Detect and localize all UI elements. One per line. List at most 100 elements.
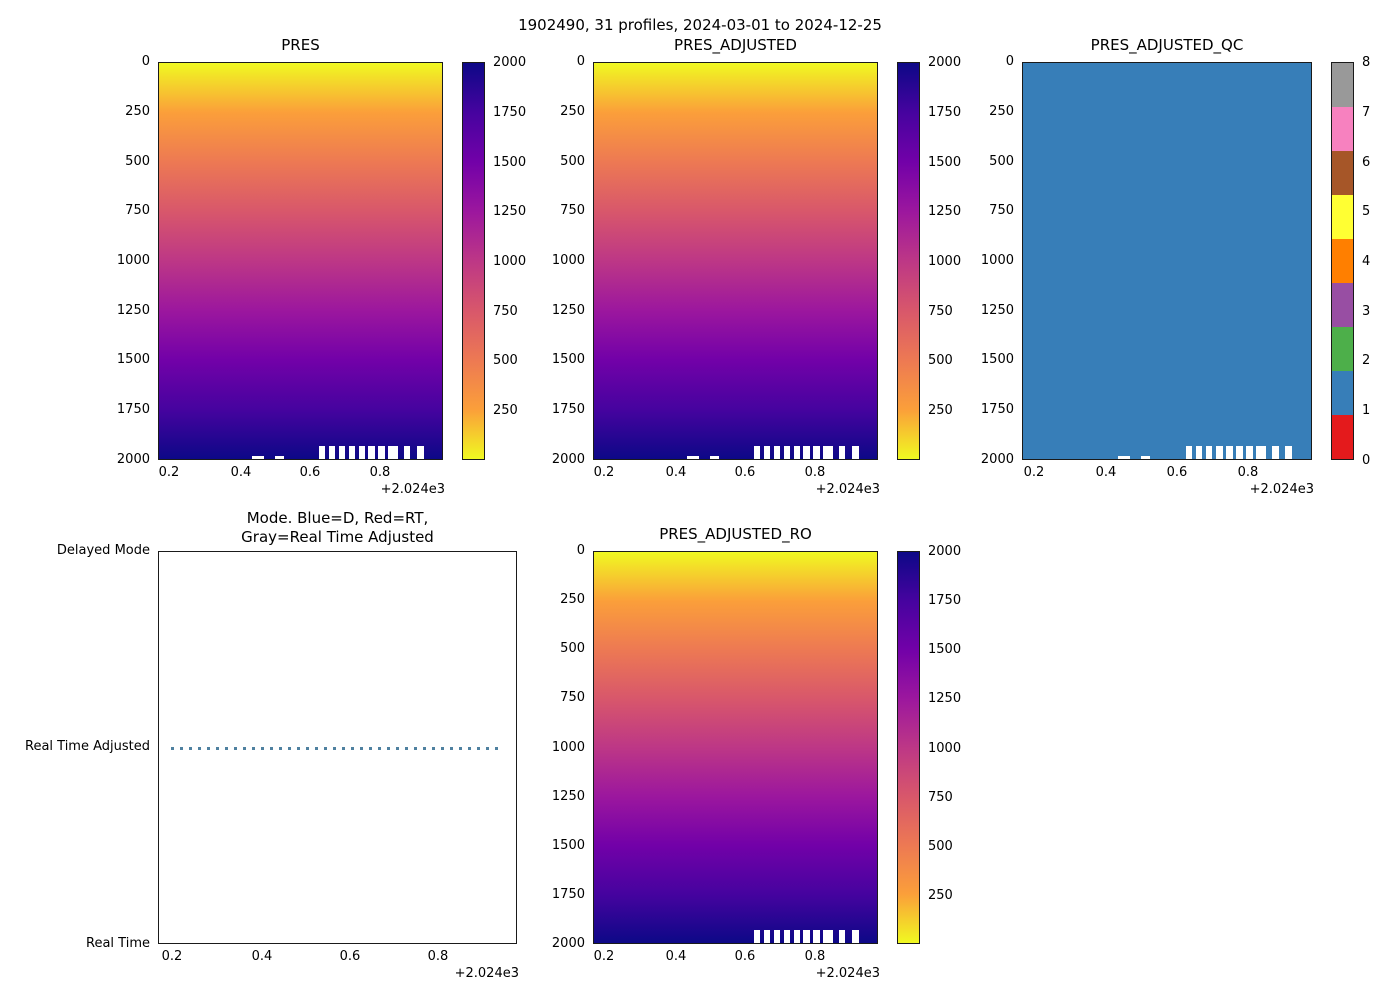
colorbar-tick-label: 500 [493,353,518,368]
colorbar-tick-label: 250 [928,403,953,418]
colorbar-tick-label: 0 [1362,453,1371,468]
qc-colorbar-segment-7 [1332,106,1353,151]
qc-colorbar-segment-5 [1332,194,1353,239]
x-offset-label: +2.024e3 [1249,482,1314,497]
missing-data-notch [783,930,791,943]
colorbar-tick-label: 1250 [493,204,527,219]
y-tick-label: 1000 [980,253,1014,268]
x-tick-label: 0.8 [1237,465,1259,480]
missing-data-notch [823,446,834,459]
pres-adjusted-colorbar: 2000 1750 1500 1250 1000 750 500 250 [897,55,961,460]
x-tick-label: 0.2 [593,465,615,480]
y-tick-label: 500 [560,641,585,656]
mode-plot-area [158,551,517,944]
colorbar-tick-label: 1000 [928,741,962,756]
x-tick-label: 0.6 [339,949,361,964]
colorbar-tick-label: 1 [1362,403,1371,418]
y-tick-label: 750 [989,203,1014,218]
missing-data-notch [763,446,771,459]
colorbar-tick-label: 5 [1362,204,1371,219]
missing-data-notch [1236,446,1243,459]
colorbar-tick-label: 750 [928,304,953,319]
qc-colorbar-segment-8 [1332,63,1353,107]
x-offset-label: +2.024e3 [380,482,445,497]
y-tick-label: 1750 [116,402,150,417]
colorbar-tick-label: 3 [1362,304,1371,319]
x-tick-label: 0.6 [1166,465,1188,480]
x-tick-label: 0.8 [804,465,826,480]
missing-data-notch [1141,456,1150,459]
x-tick-label: 0.4 [230,465,252,480]
qc-colorbar-segment-4 [1332,238,1353,283]
colorbar-tick-label: 2 [1362,353,1371,368]
panel-pres-adjusted-qc-title: PRES_ADJUSTED_QC [1090,36,1244,54]
y-tick-label: 250 [560,104,585,119]
missing-data-notch [687,456,699,459]
missing-data-notch [753,446,761,459]
colorbar-tick-label: 4 [1362,254,1371,269]
y-tick-label: 250 [989,104,1014,119]
x-tick-label: 0.8 [369,465,391,480]
y-tick-label: 1250 [116,303,150,318]
missing-data-notch [753,930,761,943]
qc-colorbar: 8 7 6 5 4 3 2 1 0 [1331,55,1370,468]
missing-data-notch [318,446,326,459]
missing-data-notch [388,446,399,459]
y-tick-label: 2000 [551,936,585,951]
colorbar-tick-label: 2000 [928,544,962,559]
panel-pres-adjusted: PRES_ADJUSTED 0 250 500 750 1000 1250 15… [552,36,880,497]
pres-colorbar: 2000 1750 1500 1250 1000 750 500 250 [462,55,526,460]
colorbar-tick-label: 2000 [928,55,962,70]
missing-data-notch [1285,446,1293,459]
missing-data-notch [275,456,284,459]
y-tick-label: 0 [141,54,150,69]
x-tick-label: 0.4 [665,465,687,480]
missing-data-notch [1226,446,1233,459]
y-tick-label: 250 [125,104,150,119]
y-tick-label: 500 [989,154,1014,169]
colorbar-tick-label: 500 [928,353,953,368]
y-category-label: Real Time Adjusted [25,739,150,754]
pres-adjusted-ro-colorbar: 2000 1750 1500 1250 1000 750 500 250 [897,544,961,944]
y-tick-label: 1750 [980,402,1014,417]
panel-pres-adjusted-ro: PRES_ADJUSTED_RO 0 250 500 750 1000 1250… [552,525,880,981]
x-tick-label: 0.6 [734,465,756,480]
colorbar-tick-label: 1750 [928,593,962,608]
y-tick-label: 1000 [551,740,585,755]
colorbar-tick-label: 1000 [493,254,527,269]
missing-data-notch [803,446,810,459]
pres-heatmap [158,62,443,460]
x-tick-label: 0.8 [804,949,826,964]
y-tick-label: 2000 [551,452,585,467]
colorbar-tick-label: 1750 [928,105,962,120]
colorbar-tick-label: 1250 [928,204,962,219]
y-tick-label: 250 [560,592,585,607]
y-category-label: Real Time [86,936,150,951]
missing-data-notch [763,930,771,943]
x-tick-label: 0.4 [1095,465,1117,480]
panel-mode-title-line1: Mode. Blue=D, Red=RT, [246,509,429,527]
missing-data-notch [252,456,264,459]
pres-adjusted-qc-heatmap [1022,62,1312,460]
missing-data-notch [793,446,800,459]
panel-mode-title-line2: Gray=Real Time Adjusted [241,528,434,546]
panel-mode: Mode. Blue=D, Red=RT, Gray=Real Time Adj… [25,509,519,981]
x-tick-label: 0.2 [158,465,180,480]
colorbar-tick-label: 1250 [928,691,962,706]
y-tick-label: 750 [560,690,585,705]
y-tick-label: 1000 [551,253,585,268]
colorbar-tick-label: 1500 [493,155,527,170]
y-tick-label: 1250 [551,303,585,318]
missing-data-notch [783,446,791,459]
missing-data-notch [1185,446,1193,459]
y-tick-label: 750 [125,203,150,218]
y-tick-label: 1750 [551,402,585,417]
y-tick-label: 1500 [551,352,585,367]
missing-data-notch [1246,446,1253,459]
colorbar-tick-label: 2000 [493,55,527,70]
missing-data-notch [1272,446,1279,459]
missing-data-notch [773,930,781,943]
missing-data-notch [1256,446,1267,459]
colorbar-tick-label: 7 [1362,105,1371,120]
missing-data-notch [358,446,365,459]
